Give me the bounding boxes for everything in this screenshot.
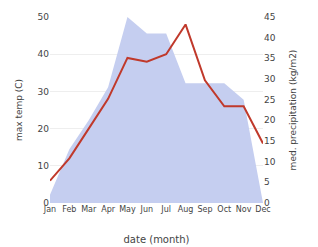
svg-text:10: 10 (264, 157, 276, 167)
svg-text:30: 30 (38, 87, 50, 97)
svg-text:40: 40 (38, 49, 50, 59)
svg-text:Mar: Mar (81, 205, 97, 214)
svg-text:0: 0 (43, 198, 49, 208)
svg-text:50: 50 (38, 12, 50, 22)
svg-text:Jan: Jan (43, 205, 56, 214)
svg-text:Sep: Sep (197, 205, 212, 214)
svg-text:Feb: Feb (62, 205, 76, 214)
svg-text:30: 30 (264, 74, 276, 84)
svg-text:5: 5 (264, 177, 270, 187)
svg-text:Nov: Nov (236, 205, 252, 214)
svg-text:20: 20 (38, 124, 50, 134)
svg-text:45: 45 (264, 12, 275, 22)
svg-text:15: 15 (264, 136, 275, 146)
svg-text:Aug: Aug (178, 205, 194, 214)
svg-text:10: 10 (38, 161, 50, 171)
svg-text:20: 20 (264, 115, 276, 125)
svg-text:max temp (C): max temp (C) (14, 79, 24, 141)
svg-text:Jun: Jun (140, 205, 154, 214)
svg-text:date (month): date (month) (124, 234, 190, 245)
svg-text:Jul: Jul (160, 205, 171, 214)
svg-text:35: 35 (264, 53, 275, 63)
svg-text:Oct: Oct (217, 205, 231, 214)
svg-text:0: 0 (264, 198, 270, 208)
svg-text:25: 25 (264, 95, 275, 105)
svg-text:May: May (119, 205, 136, 214)
svg-text:med. precipitation (kg/m2): med. precipitation (kg/m2) (288, 50, 298, 171)
svg-text:Apr: Apr (101, 205, 116, 214)
svg-text:Dec: Dec (255, 205, 270, 214)
svg-text:40: 40 (264, 33, 276, 43)
